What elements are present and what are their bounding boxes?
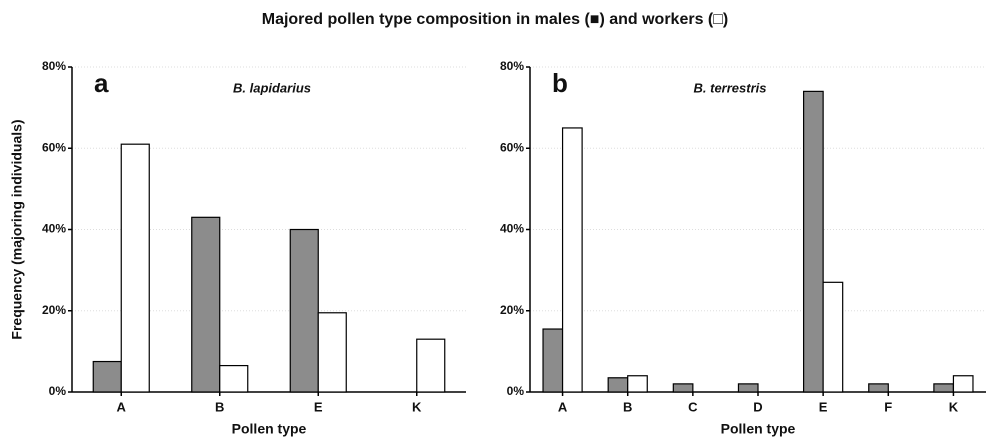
y-tick-label: 20%: [500, 303, 524, 317]
bar: [120, 143, 150, 393]
x-tick-label: B: [623, 399, 632, 414]
y-axis-label: Frequency (majoring individuals): [9, 119, 25, 339]
x-tick-label: K: [412, 399, 422, 414]
x-tick-label: E: [314, 399, 323, 414]
bar: [737, 383, 759, 393]
y-tick-label: 0%: [49, 384, 67, 398]
bar: [317, 312, 347, 393]
x-tick-label: A: [117, 399, 127, 414]
bar: [627, 375, 648, 393]
x-tick-label: K: [949, 399, 959, 414]
y-tick-label: 40%: [500, 222, 524, 236]
x-tick-label: D: [753, 399, 762, 414]
x-tick-label: E: [819, 399, 828, 414]
y-tick-label: 80%: [500, 59, 524, 73]
y-tick-label: 20%: [42, 303, 66, 317]
bar: [416, 338, 446, 393]
page-title: Majored pollen type composition in males…: [262, 11, 729, 28]
bar: [933, 383, 955, 393]
x-tick-label: A: [558, 399, 568, 414]
x-tick-label: C: [688, 399, 698, 414]
y-tick-label: 60%: [42, 140, 66, 154]
bar: [607, 377, 629, 393]
bar: [219, 364, 249, 393]
bar: [822, 281, 844, 393]
x-tick-label: B: [215, 399, 224, 414]
panel-letter: b: [552, 68, 568, 98]
y-tick-label: 80%: [42, 59, 66, 73]
bar: [542, 328, 564, 393]
x-axis-label: Pollen type: [721, 421, 796, 437]
bar: [92, 360, 122, 393]
bar: [952, 375, 974, 393]
bar: [868, 383, 889, 393]
panel-letter: a: [94, 68, 109, 98]
bar: [802, 90, 824, 393]
bar: [561, 127, 583, 393]
panel-subtitle: B. lapidarius: [233, 80, 311, 95]
x-tick-label: F: [884, 399, 892, 414]
bar: [672, 383, 694, 393]
bar: [289, 228, 319, 393]
y-tick-label: 0%: [507, 384, 525, 398]
panel-subtitle: B. terrestris: [694, 80, 767, 95]
x-axis-label: Pollen type: [232, 421, 307, 437]
bar: [191, 216, 221, 393]
y-tick-label: 40%: [42, 222, 66, 236]
y-tick-label: 60%: [500, 140, 524, 154]
